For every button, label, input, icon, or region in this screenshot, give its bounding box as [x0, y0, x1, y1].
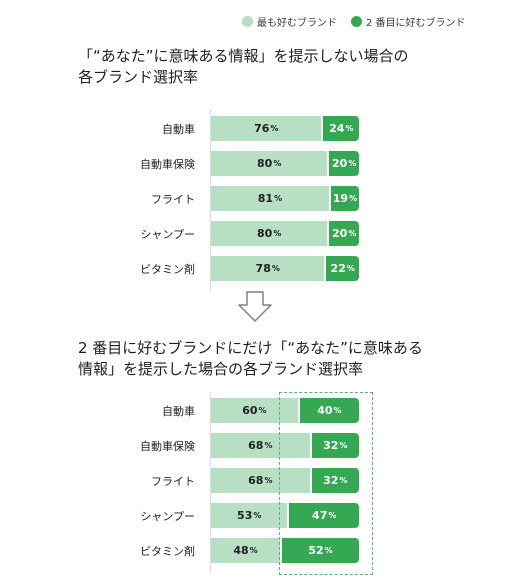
- bar-unit-label: %: [348, 229, 357, 238]
- chart2-bar-most-preferred: 53%: [211, 503, 288, 528]
- bar-value-label: 68: [248, 439, 264, 452]
- chart2-category-label: ビタミン剤: [140, 545, 195, 558]
- chart1-category-label: シャンプー: [140, 228, 195, 241]
- legend-label-second-preferred: 2 番目に好むブランド: [366, 18, 466, 29]
- bar-unit-label: %: [258, 406, 267, 415]
- legend-item-most-preferred: 最も好むブランド: [242, 14, 337, 29]
- chart2-bar-most-preferred: 48%: [211, 538, 281, 563]
- bar-unit-label: %: [339, 441, 348, 450]
- bar-value-label: 40: [317, 404, 333, 417]
- chart2-bar-second-preferred: 32%: [311, 433, 359, 458]
- chart2-bar-second-preferred: 52%: [282, 538, 359, 563]
- chart2-highlight-box: [279, 392, 373, 575]
- chart1-category-label: フライト: [151, 193, 195, 206]
- bar-value-label: 22: [330, 262, 346, 275]
- bar-value-label: 20: [332, 227, 348, 240]
- bar-unit-label: %: [273, 229, 282, 238]
- down-arrow-icon: [238, 291, 272, 322]
- legend-dot-dark: [351, 16, 362, 27]
- legend-dot-light: [242, 16, 253, 27]
- chart1-title-line2: 各ブランド選択率: [78, 68, 199, 86]
- chart2-bar-most-preferred: 60%: [211, 398, 298, 423]
- chart1-category-label: 自動車: [162, 123, 195, 136]
- chart2-bar-second-preferred: 32%: [311, 468, 359, 493]
- bar-unit-label: %: [264, 476, 273, 485]
- chart1: 自動車 76% 24% 自動車保険 80% 20% フライト 81% 19% シャンプー 80% 20…: [0, 110, 520, 291]
- legend-item-second-preferred: 2 番目に好むブランド: [351, 14, 466, 29]
- chart1-bar-most-preferred: 76%: [211, 116, 322, 141]
- legend-label-most-preferred: 最も好むブランド: [257, 18, 337, 29]
- chart1-title-line1: 「“あなた”に意味ある情報」を提示しない場合の: [78, 47, 409, 65]
- bar-unit-label: %: [346, 264, 355, 273]
- bar-unit-label: %: [249, 546, 258, 555]
- bar-value-label: 80: [257, 157, 273, 170]
- bar-value-label: 52: [308, 544, 324, 557]
- chart2-bar-most-preferred: 68%: [211, 468, 310, 493]
- bar-unit-label: %: [345, 124, 354, 133]
- bar-unit-label: %: [270, 124, 279, 133]
- chart2-category-label: 自動車: [162, 405, 195, 418]
- chart2-title-line1: 2 番目に好むブランドにだけ「“あなた”に意味ある: [78, 339, 423, 357]
- bar-unit-label: %: [348, 159, 357, 168]
- bar-value-label: 80: [257, 227, 273, 240]
- chart2-bar-second-preferred: 47%: [289, 503, 359, 528]
- chart2-category-label: フライト: [151, 475, 195, 488]
- chart2-axis: [210, 392, 211, 573]
- bar-unit-label: %: [271, 264, 280, 273]
- bar-value-label: 32: [323, 474, 339, 487]
- chart1-title: 「“あなた”に意味ある情報」を提示しない場合の 各ブランド選択率: [78, 46, 409, 88]
- chart1-bar-second-preferred: 20%: [329, 151, 359, 176]
- chart1-bar-most-preferred: 80%: [211, 221, 328, 246]
- bar-value-label: 76: [254, 122, 270, 135]
- bar-value-label: 48: [233, 544, 249, 557]
- bar-value-label: 20: [332, 157, 348, 170]
- chart1-bar-second-preferred: 20%: [329, 221, 359, 246]
- bar-value-label: 47: [312, 509, 328, 522]
- chart1-bar-most-preferred: 81%: [211, 186, 329, 211]
- chart2-title-line2: 情報」を提示した場合の各ブランド選択率: [78, 360, 364, 378]
- chart2-bar-most-preferred: 68%: [211, 433, 310, 458]
- bar-unit-label: %: [328, 511, 337, 520]
- bar-value-label: 60: [242, 404, 258, 417]
- bar-unit-label: %: [324, 546, 333, 555]
- bar-unit-label: %: [253, 511, 262, 520]
- chart2-category-label: 自動車保険: [140, 440, 195, 453]
- chart1-bar-second-preferred: 19%: [330, 186, 359, 211]
- bar-value-label: 32: [323, 439, 339, 452]
- bar-value-label: 81: [257, 192, 274, 205]
- chart1-category-label: ビタミン剤: [140, 263, 195, 276]
- chart1-bar-most-preferred: 78%: [211, 256, 325, 281]
- bar-unit-label: %: [349, 194, 358, 203]
- bar-value-label: 78: [255, 262, 271, 275]
- bar-unit-label: %: [273, 159, 282, 168]
- bar-value-label: 19: [332, 192, 349, 205]
- chart1-bar-most-preferred: 80%: [211, 151, 328, 176]
- bar-unit-label: %: [274, 194, 283, 203]
- legend: 最も好むブランド 2 番目に好むブランド: [242, 14, 480, 29]
- chart2-category-label: シャンプー: [140, 510, 195, 523]
- chart2: 自動車 60% 40% 自動車保険 68% 32% フライト 68% 32% シャンプー 53% 47…: [0, 392, 520, 575]
- bar-unit-label: %: [264, 441, 273, 450]
- chart1-axis: [210, 110, 211, 291]
- bar-unit-label: %: [339, 476, 348, 485]
- bar-value-label: 68: [248, 474, 264, 487]
- chart2-bar-second-preferred: 40%: [299, 398, 359, 423]
- chart1-bar-second-preferred: 24%: [323, 116, 359, 141]
- bar-unit-label: %: [333, 406, 342, 415]
- chart1-category-label: 自動車保険: [140, 158, 195, 171]
- chart1-bar-second-preferred: 22%: [326, 256, 359, 281]
- bar-value-label: 53: [237, 509, 253, 522]
- bar-value-label: 24: [329, 122, 345, 135]
- chart2-title: 2 番目に好むブランドにだけ「“あなた”に意味ある 情報」を提示した場合の各ブラ…: [78, 338, 423, 380]
